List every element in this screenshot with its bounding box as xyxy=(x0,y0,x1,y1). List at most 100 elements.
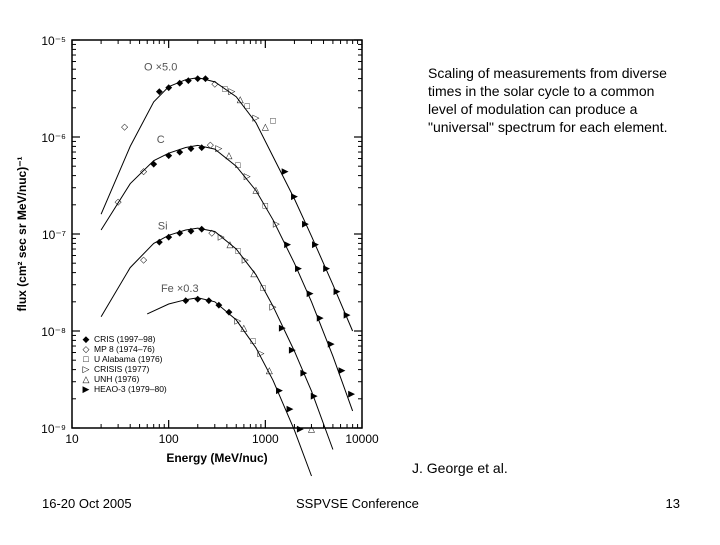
y-tick-label: 10⁻⁸ xyxy=(41,325,66,339)
slide-credit: J. George et al. xyxy=(412,460,508,476)
legend-entry: CRIS (1997–98) xyxy=(94,334,156,344)
data-point: ▶ xyxy=(300,367,307,377)
data-point: ◆ xyxy=(198,142,205,152)
data-point: △ xyxy=(250,268,257,278)
y-axis-label: flux (cm² sec sr MeV/nuc)⁻¹ xyxy=(15,156,29,311)
data-point: ▷ xyxy=(270,302,277,312)
data-point: △ xyxy=(237,94,244,104)
data-point: ▶ xyxy=(312,239,319,249)
data-point: ◆ xyxy=(150,158,157,168)
footer-page-number: 13 xyxy=(665,496,680,511)
data-point: ◇ xyxy=(140,255,147,265)
data-point: ◆ xyxy=(165,232,172,242)
data-point: △ xyxy=(266,365,273,375)
data-point: ◆ xyxy=(187,143,194,153)
legend-symbol: □ xyxy=(83,354,89,364)
legend-entry: HEAO-3 (1979–80) xyxy=(94,384,167,394)
series-label: Si xyxy=(158,220,168,232)
data-point: ▷ xyxy=(218,232,225,242)
legend-symbol: △ xyxy=(83,374,90,384)
data-point: ◇ xyxy=(211,79,218,89)
data-point: △ xyxy=(308,424,315,434)
y-tick-label: 10⁻⁶ xyxy=(41,131,66,145)
data-point: ◆ xyxy=(205,295,212,305)
data-point: ◇ xyxy=(140,166,147,176)
legend-symbol: ◇ xyxy=(83,344,90,354)
data-point: □ xyxy=(260,283,266,293)
data-point: ▶ xyxy=(282,166,289,176)
data-point: ◆ xyxy=(215,299,222,309)
data-point: ▶ xyxy=(289,345,296,355)
data-point: ◇ xyxy=(115,196,122,206)
data-point: ◇ xyxy=(207,139,214,149)
series-label: O ×5.0 xyxy=(144,62,177,74)
data-point: △ xyxy=(262,121,269,131)
data-point: ▶ xyxy=(307,288,314,298)
series-curve xyxy=(146,297,312,477)
data-point: △ xyxy=(225,150,232,160)
data-point: □ xyxy=(270,115,276,125)
data-point: ▶ xyxy=(323,263,330,273)
data-point: ◆ xyxy=(176,227,183,237)
series-curve xyxy=(100,144,354,412)
data-point: ▶ xyxy=(291,191,298,201)
data-point: ▷ xyxy=(253,113,260,123)
data-point: □ xyxy=(222,84,228,94)
data-point: ▶ xyxy=(348,388,355,398)
data-point: ▶ xyxy=(333,286,340,296)
data-point: ▷ xyxy=(215,143,222,153)
data-point: △ xyxy=(253,185,260,195)
data-point: □ xyxy=(263,200,269,210)
x-tick-label: 10 xyxy=(65,432,79,446)
data-point: ▶ xyxy=(328,339,335,349)
data-point: △ xyxy=(240,322,247,332)
legend-symbol: ▷ xyxy=(83,364,90,374)
data-point: ◆ xyxy=(194,293,201,303)
data-point: ◆ xyxy=(187,225,194,235)
data-point: ▶ xyxy=(317,312,324,322)
x-tick-label: 1000 xyxy=(252,432,279,446)
x-axis-label: Energy (MeV/nuc) xyxy=(166,451,267,465)
data-point: ▶ xyxy=(287,404,294,414)
data-point: ◆ xyxy=(176,77,183,87)
data-point: ◆ xyxy=(165,82,172,92)
data-point: ▶ xyxy=(297,424,304,434)
data-point: △ xyxy=(226,239,233,249)
data-point: ◆ xyxy=(156,86,163,96)
data-point: ◆ xyxy=(165,150,172,160)
data-point: ◆ xyxy=(198,224,205,234)
data-point: ▶ xyxy=(302,218,309,228)
series-label: Fe ×0.3 xyxy=(161,283,199,295)
data-point: □ xyxy=(235,160,241,170)
data-point: ▶ xyxy=(344,309,351,319)
data-point: ◆ xyxy=(182,295,189,305)
legend-entry: UNH (1976) xyxy=(94,374,140,384)
data-point: ◆ xyxy=(202,73,209,83)
footer-conference: SSPVSE Conference xyxy=(296,496,419,511)
data-point: ▶ xyxy=(311,390,318,400)
data-point: ◆ xyxy=(156,236,163,246)
legend-symbol: ◆ xyxy=(83,334,90,344)
data-point: □ xyxy=(251,336,257,346)
legend-symbol: ▶ xyxy=(83,384,90,394)
data-point: ▶ xyxy=(338,365,345,375)
y-tick-label: 10⁻⁷ xyxy=(42,228,66,242)
y-tick-label: 10⁻⁹ xyxy=(41,422,66,436)
chart-background xyxy=(14,30,386,470)
data-point: ▷ xyxy=(242,255,249,265)
data-point: □ xyxy=(235,246,241,256)
data-point: ◆ xyxy=(176,146,183,156)
data-point: ▷ xyxy=(228,86,235,96)
data-point: ◆ xyxy=(225,307,232,317)
data-point: ▷ xyxy=(273,218,280,228)
data-point: ▷ xyxy=(234,315,241,325)
data-point: ◇ xyxy=(121,121,128,131)
data-point: ◇ xyxy=(208,227,215,237)
data-point: ◆ xyxy=(194,73,201,83)
y-tick-label: 10⁻⁵ xyxy=(41,34,66,48)
x-tick-label: 100 xyxy=(159,432,179,446)
data-point: ▶ xyxy=(276,385,283,395)
legend-entry: CRISIS (1977) xyxy=(94,364,149,374)
